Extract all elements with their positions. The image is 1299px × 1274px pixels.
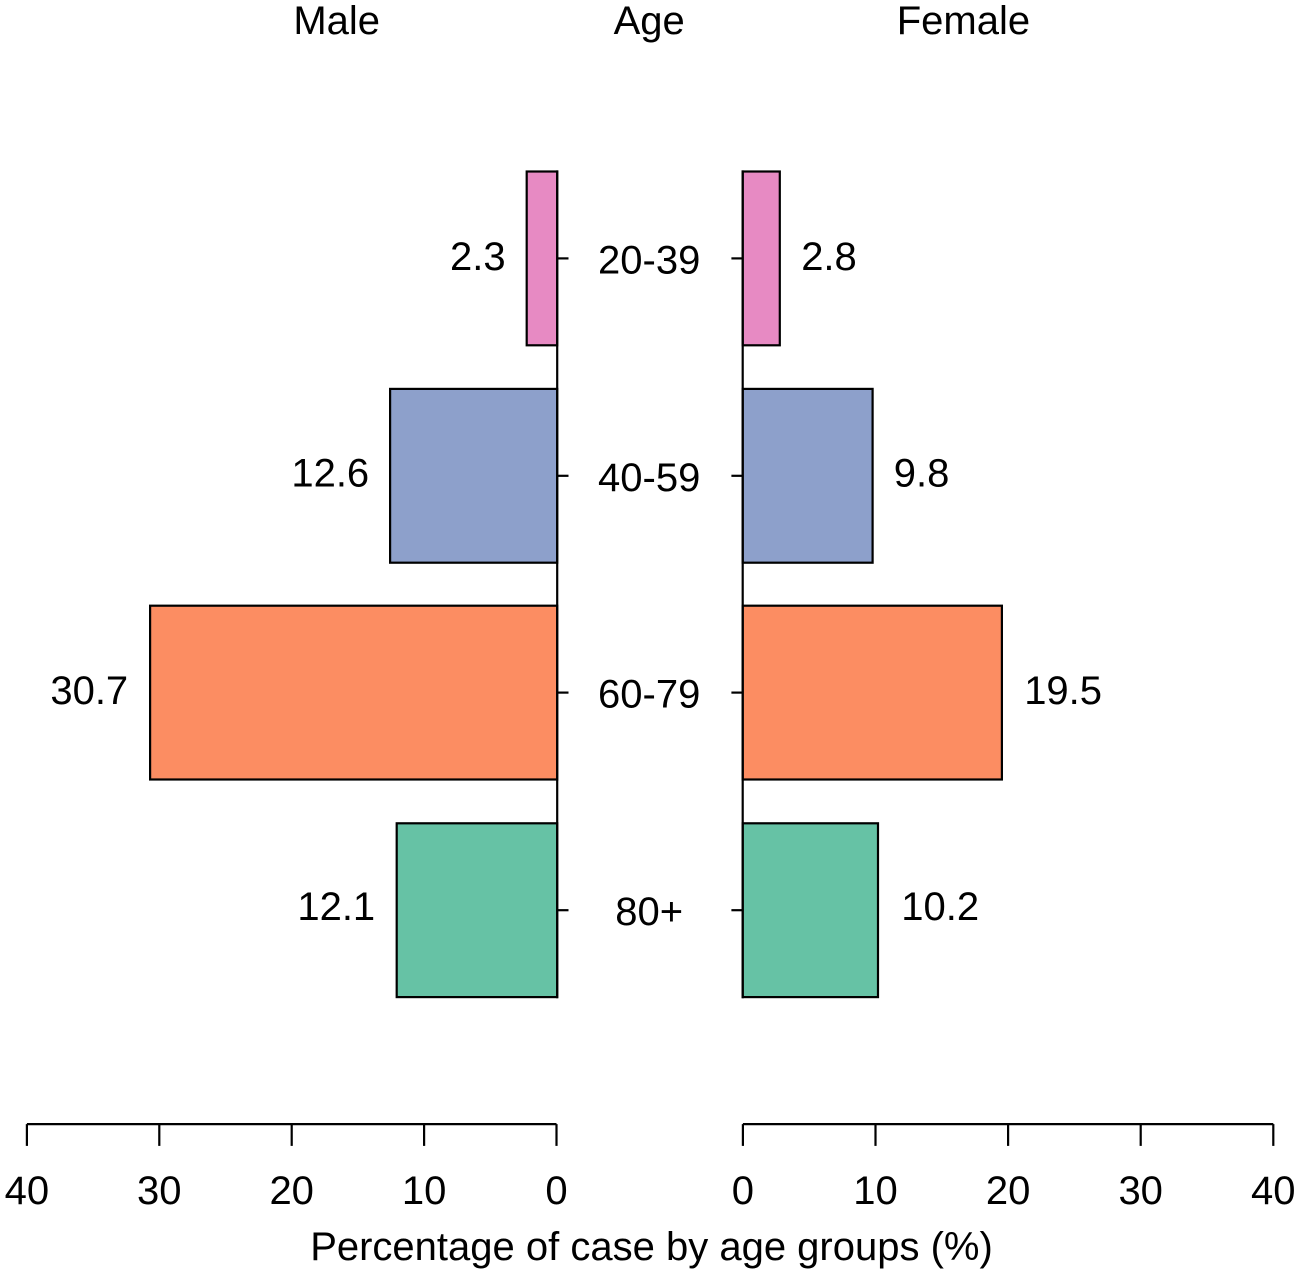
svg-text:2.8: 2.8 (801, 235, 857, 279)
svg-text:Female: Female (897, 0, 1030, 43)
svg-text:40-59: 40-59 (598, 456, 700, 500)
svg-text:80+: 80+ (615, 890, 683, 934)
svg-text:10: 10 (402, 1169, 447, 1213)
svg-text:20: 20 (269, 1169, 314, 1213)
svg-text:30.7: 30.7 (50, 669, 128, 713)
svg-text:30: 30 (1118, 1169, 1163, 1213)
svg-text:10.2: 10.2 (901, 885, 979, 929)
svg-text:10: 10 (853, 1169, 898, 1213)
svg-text:40: 40 (1251, 1169, 1296, 1213)
svg-text:20: 20 (986, 1169, 1031, 1213)
svg-text:0: 0 (545, 1169, 567, 1213)
svg-text:60-79: 60-79 (598, 673, 700, 717)
svg-text:Age: Age (614, 0, 685, 43)
svg-text:12.1: 12.1 (297, 885, 375, 929)
svg-text:40: 40 (5, 1169, 50, 1213)
svg-text:20-39: 20-39 (598, 238, 700, 282)
svg-text:Male: Male (293, 0, 380, 43)
svg-text:0: 0 (732, 1169, 754, 1213)
svg-text:9.8: 9.8 (894, 451, 950, 495)
svg-text:Percentage of case by age grou: Percentage of case by age groups (%) (310, 1225, 993, 1269)
svg-text:2.3: 2.3 (450, 235, 506, 279)
svg-text:12.6: 12.6 (291, 451, 369, 495)
svg-text:30: 30 (137, 1169, 182, 1213)
svg-text:19.5: 19.5 (1024, 669, 1102, 713)
